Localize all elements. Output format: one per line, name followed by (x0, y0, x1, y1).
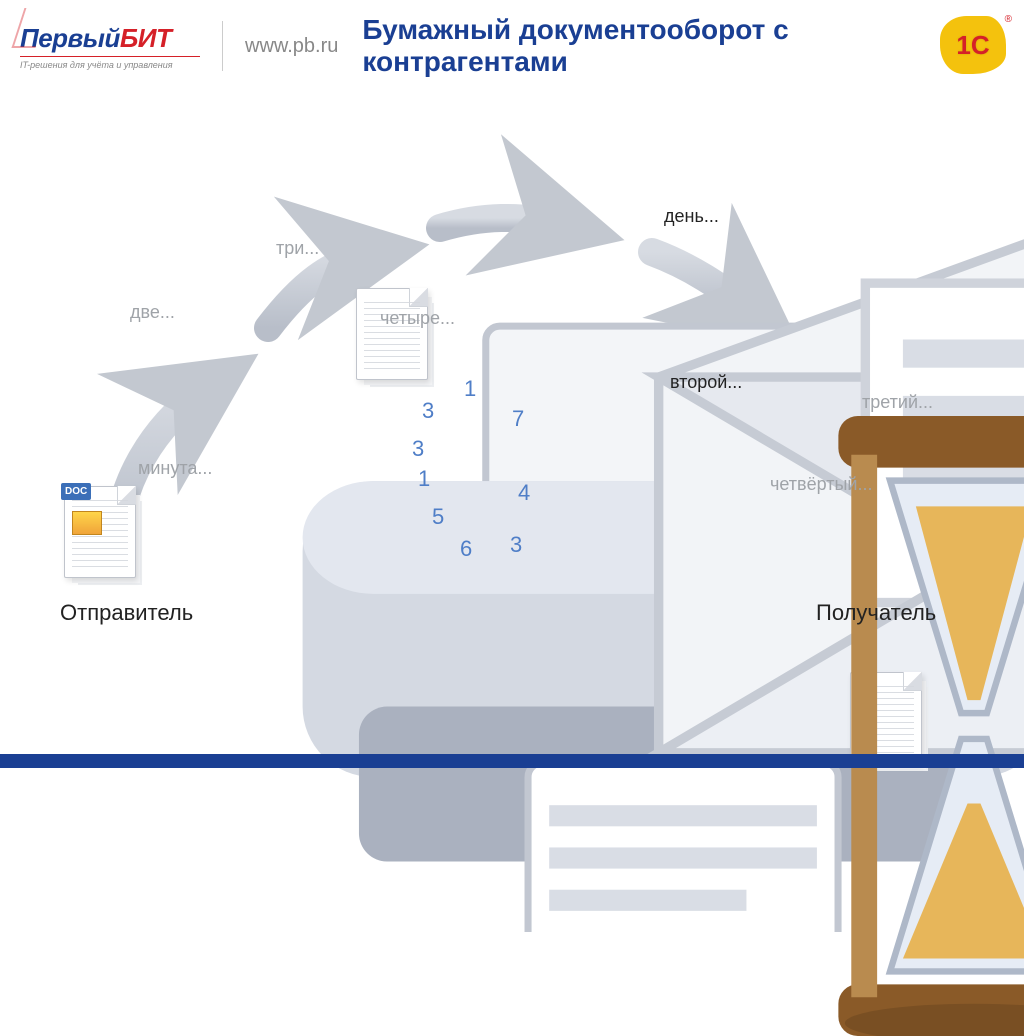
brand-name: ПервыйБИТ (20, 23, 200, 54)
step-label-day: день... (664, 206, 719, 227)
logo-bit: ПервыйБИТ IT-решения для учёта и управле… (20, 23, 200, 70)
clock-num: 5 (432, 504, 444, 530)
partner-logo-bg: 1С (940, 16, 1006, 74)
clock-num: 6 (460, 536, 472, 562)
step-label-third-day: третий... (862, 392, 933, 413)
printer-icon (164, 312, 282, 400)
clock-num: 1 (418, 466, 430, 492)
step-label-three: три... (276, 238, 319, 259)
clock-num: 3 (422, 398, 434, 424)
endpoint-receiver: Получатель (816, 600, 936, 626)
header: ПервыйБИТ IT-решения для учёта и управле… (0, 0, 1024, 86)
clock-num: 1 (464, 376, 476, 402)
page-title: Бумажный документооборот с контрагентами (362, 14, 882, 78)
logo-separator (222, 21, 223, 71)
footer-bar (0, 754, 1024, 768)
step-label-second-day: второй... (670, 372, 742, 393)
sender-document-icon: DOC (64, 486, 136, 578)
clock-num: 3 (412, 436, 424, 462)
partner-logo-1c: 1С ® (940, 16, 1006, 74)
step-label-two: две... (130, 302, 175, 323)
mailbox-icon: MAIL (746, 274, 858, 406)
site-url: www.pb.ru (245, 35, 338, 58)
endpoint-sender: Отправитель (60, 600, 193, 626)
brand-tagline: IT-решения для учёта и управления (20, 56, 200, 70)
hourglass-icon (462, 416, 512, 512)
clock-num: 4 (518, 480, 530, 506)
step-label-minute: минута... (138, 458, 212, 479)
clock-num: 7 (512, 406, 524, 432)
partner-logo-text: 1С (956, 30, 989, 61)
registered-mark: ® (1005, 14, 1012, 25)
envelope-icon (560, 208, 656, 274)
documents-stack-icon (356, 288, 428, 380)
step-label-four: четыре... (380, 308, 455, 329)
brand-second: БИТ (120, 23, 172, 53)
clock-num: 3 (510, 532, 522, 558)
logo-block: ПервыйБИТ IT-решения для учёта и управле… (20, 21, 338, 71)
diagram-canvas: DOC (0, 86, 1024, 706)
step-label-fourth-day: четвёртый... (770, 474, 872, 495)
